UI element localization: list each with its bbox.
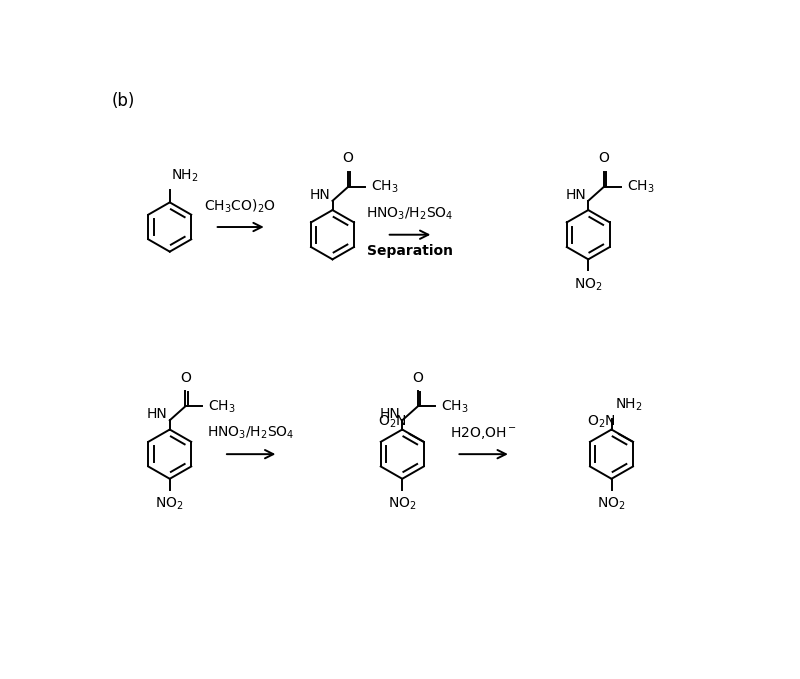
Text: CH$_3$CO)$_2$O: CH$_3$CO)$_2$O (205, 198, 276, 215)
Text: CH$_3$: CH$_3$ (209, 398, 236, 415)
Text: CH$_3$: CH$_3$ (627, 179, 654, 195)
Text: HNO$_3$/H$_2$SO$_4$: HNO$_3$/H$_2$SO$_4$ (366, 206, 454, 223)
Text: H2O,OH$^-$: H2O,OH$^-$ (450, 425, 517, 441)
Text: O$_2$N: O$_2$N (587, 413, 616, 430)
Text: O$_2$N: O$_2$N (378, 413, 406, 430)
Text: O: O (180, 371, 190, 385)
Text: NO$_2$: NO$_2$ (388, 496, 417, 512)
Text: CH$_3$: CH$_3$ (371, 179, 399, 195)
Text: NO$_2$: NO$_2$ (574, 276, 602, 293)
Text: NO$_2$: NO$_2$ (155, 496, 184, 512)
Text: HN: HN (565, 187, 586, 202)
Text: HNO$_3$/H$_2$SO$_4$: HNO$_3$/H$_2$SO$_4$ (207, 424, 295, 441)
Text: Separation: Separation (367, 244, 453, 258)
Text: CH$_3$: CH$_3$ (441, 398, 469, 415)
Text: HN: HN (310, 187, 330, 202)
Text: (b): (b) (112, 92, 135, 110)
Text: NH$_2$: NH$_2$ (171, 168, 199, 184)
Text: O: O (412, 371, 423, 385)
Text: NO$_2$: NO$_2$ (597, 496, 626, 512)
Text: O: O (342, 151, 354, 166)
Text: NH$_2$: NH$_2$ (614, 396, 642, 413)
Text: HN: HN (379, 407, 400, 421)
Text: HN: HN (146, 407, 167, 421)
Text: O: O (598, 151, 609, 166)
